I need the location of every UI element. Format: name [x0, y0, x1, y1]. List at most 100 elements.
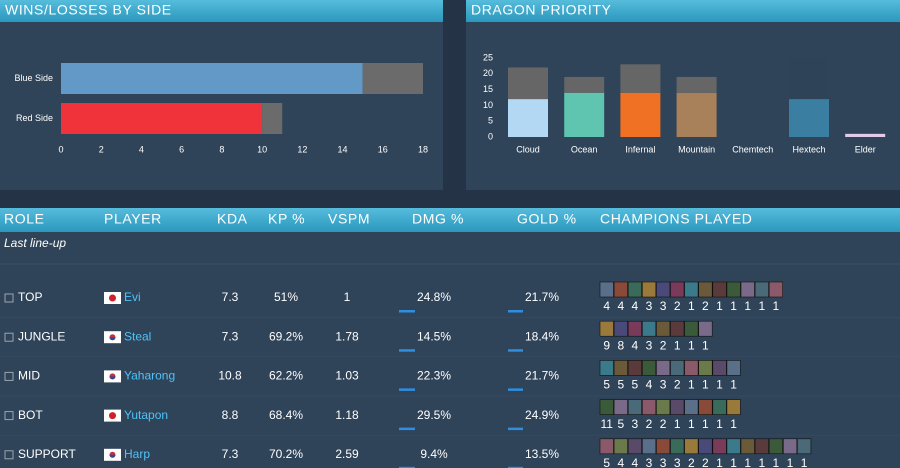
gold-bar — [508, 466, 523, 468]
champion-icon — [726, 438, 741, 455]
x-tick-label: 10 — [257, 144, 267, 154]
gold: 18.4% — [525, 329, 559, 343]
dmg-bar — [399, 427, 415, 431]
champion-icon — [712, 281, 727, 298]
champion-icon — [613, 360, 628, 376]
x-tick-label: 6 — [179, 144, 184, 154]
champion-icon — [754, 438, 769, 455]
bar — [620, 92, 661, 137]
champion-icon — [797, 438, 812, 455]
x-tick-label: 14 — [338, 144, 348, 154]
champion-count: 3 — [660, 456, 667, 468]
champion-icon — [684, 438, 699, 455]
champion-count: 1 — [702, 378, 709, 392]
champion-count: 1 — [801, 456, 808, 468]
y-tick-label: Blue Side — [14, 73, 53, 83]
champion-icon — [670, 281, 685, 298]
column-header: CHAMPIONS PLAYED — [600, 211, 753, 227]
champion-icon — [599, 438, 614, 455]
gold: 24.9% — [525, 408, 559, 422]
champion-count: 3 — [646, 299, 653, 313]
gold-bar — [508, 388, 523, 391]
champion-count: 1 — [674, 417, 681, 431]
champion-icon — [641, 281, 657, 298]
role: SUPPORT — [18, 447, 76, 461]
champion-count: 9 — [603, 338, 610, 352]
champion-count: 1 — [688, 299, 695, 313]
kda: 10.8 — [218, 369, 242, 383]
table-header — [0, 208, 900, 232]
champion-count: 1 — [773, 299, 780, 313]
bar — [61, 63, 363, 94]
champion-count: 1 — [730, 456, 737, 468]
champion-count: 1 — [688, 338, 695, 352]
champion-icon — [698, 399, 713, 415]
champion-icon — [641, 360, 657, 376]
champion-count: 8 — [617, 338, 624, 352]
champion-count: 3 — [646, 338, 653, 352]
champion-icon — [656, 281, 671, 298]
kp: 70.2% — [269, 447, 303, 461]
vspm: 1 — [344, 290, 351, 304]
dmg: 9.4% — [420, 447, 448, 461]
column-header: ROLE — [4, 211, 45, 227]
champion-count: 1 — [716, 378, 723, 392]
champion-icon — [740, 281, 755, 298]
x-tick-label: Elder — [855, 144, 876, 154]
champion-count: 1 — [716, 456, 723, 468]
x-tick-label: 18 — [418, 144, 428, 154]
champion-count: 1 — [773, 456, 780, 468]
champion-count: 2 — [688, 456, 695, 468]
gold-bar — [508, 310, 523, 313]
champion-count: 5 — [617, 378, 624, 392]
champion-count: 1 — [688, 417, 695, 431]
panel-header — [466, 0, 900, 22]
champion-count: 4 — [617, 456, 624, 468]
champion-icon — [656, 399, 671, 415]
dmg: 22.3% — [417, 369, 451, 383]
champion-icon — [698, 320, 713, 337]
y-tick-label: 5 — [488, 116, 493, 126]
champion-icon — [641, 399, 657, 415]
role: JUNGLE — [18, 329, 65, 343]
subheader: Last line-up — [4, 236, 66, 250]
vspm: 1.78 — [335, 329, 359, 343]
champion-icon — [641, 320, 657, 337]
champion-count: 2 — [660, 417, 667, 431]
bar — [564, 76, 605, 93]
gold: 21.7% — [525, 290, 559, 304]
kp: 51% — [274, 290, 298, 304]
champion-icon — [599, 281, 614, 298]
champion-icon — [670, 360, 685, 376]
column-header: GOLD % — [517, 211, 577, 227]
champion-icon — [684, 320, 699, 337]
player-name: Steal — [124, 329, 151, 343]
player-name: Harp — [124, 447, 150, 461]
x-tick-label: Mountain — [678, 144, 715, 154]
champion-count: 5 — [632, 378, 639, 392]
x-tick-label: Chemtech — [732, 144, 773, 154]
kda: 7.3 — [222, 329, 239, 343]
dmg-bar — [399, 349, 415, 352]
gold-bar — [508, 427, 523, 431]
role-icon — [4, 332, 14, 342]
champion-count: 11 — [600, 417, 613, 431]
y-tick-label: 25 — [483, 52, 493, 62]
champion-icon — [599, 399, 614, 415]
champion-icon — [613, 281, 628, 298]
bar — [508, 99, 548, 137]
kp: 62.2% — [269, 369, 303, 383]
champion-icon — [627, 360, 643, 376]
player-name: Yutapon — [124, 408, 168, 422]
player-name: Yaharong — [124, 369, 175, 383]
champion-count: 1 — [787, 456, 794, 468]
bar — [564, 92, 605, 137]
champion-icon — [613, 320, 628, 337]
x-tick-label: Cloud — [516, 144, 540, 154]
champion-count: 4 — [646, 378, 653, 392]
champion-icon — [726, 281, 741, 298]
champion-icon — [740, 438, 755, 455]
champion-count: 1 — [716, 417, 723, 431]
champion-icon — [684, 281, 699, 298]
